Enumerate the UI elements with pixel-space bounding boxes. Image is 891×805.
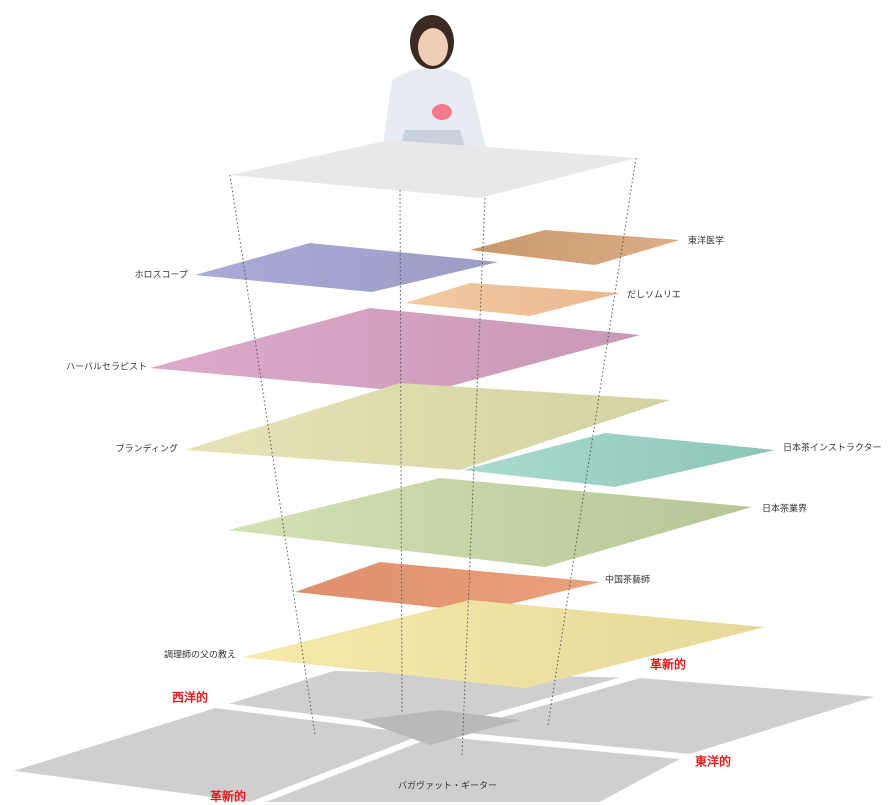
layers <box>150 230 775 688</box>
axis-label: 革新的 <box>210 789 246 804</box>
layer-label: 東洋医学 <box>688 235 724 247</box>
layer-label: ハーバルセラピスト <box>66 362 147 373</box>
layer-label: だしソムリエ <box>627 290 681 301</box>
layer <box>470 230 680 265</box>
axis-label: 東洋的 <box>695 754 731 769</box>
top-plane <box>230 140 636 198</box>
layer-label: 中国茶藝師 <box>605 574 650 586</box>
layer-label: 日本茶インストラクター <box>783 442 881 454</box>
layer <box>405 283 620 316</box>
foundation-label: バガヴァット・ギーター <box>398 780 497 792</box>
layer <box>295 562 600 612</box>
axis-label: 革新的 <box>650 657 686 672</box>
layer-label: ホロスコープ <box>135 270 188 281</box>
layer <box>195 243 498 292</box>
layer <box>228 478 752 567</box>
axis-label: 西洋的 <box>172 690 208 705</box>
layer-label: 調理師の父の教え <box>164 649 236 661</box>
layer-label: 日本茶業界 <box>762 503 807 515</box>
layer <box>150 308 640 393</box>
diagram: 東洋医学 ホロスコープ だしソムリエ ハーバルセラピスト ブランディング 日本茶… <box>0 0 891 805</box>
layer-label: ブランディング <box>116 443 178 455</box>
